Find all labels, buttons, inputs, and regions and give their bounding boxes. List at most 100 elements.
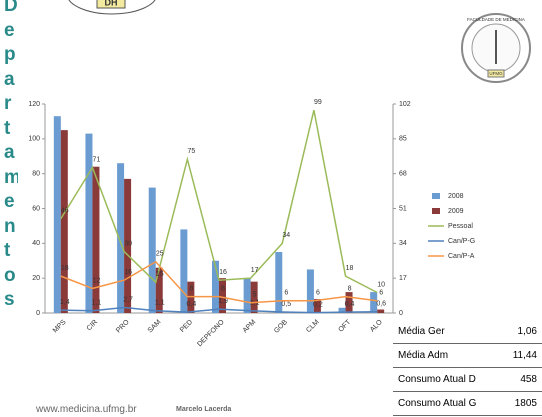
x-tick-label: CLM: [305, 319, 321, 335]
table-cell: Média Ger: [393, 320, 501, 344]
y2-tick-label: 0: [399, 310, 403, 317]
x-tick-label: APM: [242, 319, 258, 335]
data-label: 12: [93, 277, 101, 284]
line: [60, 306, 378, 314]
data-label: 8: [189, 285, 193, 292]
y2-tick-label: 68: [399, 171, 407, 178]
seal-badge: [487, 69, 505, 78]
legend-label: Can/P-A: [448, 253, 475, 260]
data-label: 0,5: [281, 301, 291, 308]
y-tick-label: 20: [32, 275, 40, 282]
y2-tick-label: 85: [399, 136, 407, 143]
data-label: 0,4: [345, 301, 355, 308]
data-label: 18: [346, 265, 354, 272]
logo-arc: [68, 0, 156, 15]
table-cell: 1805: [500, 391, 542, 416]
data-label: 0,4: [186, 301, 196, 308]
bar: [85, 133, 93, 313]
summary-table: Média Ger 1,06 Média Adm 11,44 Consumo Atual…: [393, 320, 542, 416]
data-label: 1,9: [218, 298, 228, 305]
y2-tick-label: 51: [399, 205, 407, 212]
line: [60, 260, 378, 304]
x-tick-label: CIR: [86, 319, 99, 332]
y-tick-label: 40: [32, 240, 40, 247]
line: [60, 109, 378, 294]
table-cell: 11,44: [500, 343, 542, 368]
y-tick-label: 80: [32, 171, 40, 178]
bar: [53, 116, 61, 313]
bar: [124, 178, 132, 313]
logo-top: DH: [105, 0, 118, 7]
bar: [212, 260, 219, 313]
data-label: 0,2: [313, 301, 323, 308]
data-label: 1,1: [92, 300, 102, 307]
data-label: 16: [219, 269, 227, 276]
bar: [338, 307, 346, 313]
bar: [345, 292, 353, 313]
x-tick-label: PRO: [115, 318, 131, 334]
bar: [148, 187, 156, 313]
table-cell: 458: [500, 367, 542, 392]
bar: [219, 278, 226, 313]
data-label: 34: [282, 232, 290, 239]
bar: [275, 252, 283, 313]
data-label: 1,4: [60, 299, 70, 306]
data-label: 6: [316, 290, 320, 297]
table-row: Média Adm 11,44: [393, 343, 542, 368]
plot-mask: [18, 100, 26, 315]
y2-tick-label: 102: [399, 101, 411, 108]
legend-label: Can/P-G: [448, 238, 475, 245]
data-label: 15: [156, 271, 164, 278]
bar: [155, 267, 163, 313]
legend-label: Pessoal: [448, 223, 473, 230]
x-tick-label: PED: [179, 319, 194, 334]
seal-text: FACULDADE DE MEDICINA: [467, 17, 525, 22]
data-label: 6: [284, 290, 288, 297]
data-label: 2,7: [123, 296, 133, 303]
y-tick-label: 0: [36, 310, 40, 317]
bar: [180, 229, 188, 313]
table-cell: Média Adm: [393, 343, 501, 368]
table-row: Consumo Atual G 1805: [393, 391, 542, 416]
x-tick-label: MPS: [52, 319, 68, 335]
data-label: 8: [348, 285, 352, 292]
data-label: 5: [253, 292, 257, 299]
bar: [370, 292, 378, 313]
table-row: Média Ger 1,06: [393, 320, 542, 344]
data-label: 17: [251, 267, 259, 274]
bar: [306, 269, 314, 313]
data-label: 99: [314, 99, 322, 106]
y-tick-label: 60: [32, 205, 40, 212]
x-tick-label: GOB: [273, 319, 289, 335]
data-label: 6: [379, 290, 383, 297]
bar: [250, 281, 258, 313]
legend-swatch: [432, 208, 440, 214]
data-label: 0,6: [376, 301, 386, 308]
table-row: Consumo Atual D 458: [393, 367, 542, 392]
table-cell: Consumo Atual D: [393, 367, 501, 392]
x-tick-label: ALO: [369, 318, 384, 333]
data-label: 10: [377, 281, 385, 288]
y-tick-label: 120: [28, 101, 40, 108]
data-label: 30: [124, 240, 132, 247]
seal-bottom: UFMG: [489, 71, 503, 76]
data-label: 8: [221, 285, 225, 292]
footer-author: Marcelo Lacerda: [176, 406, 232, 413]
bar: [377, 309, 385, 313]
legend-label: 2009: [448, 208, 464, 215]
bar: [60, 130, 68, 313]
x-tick-label: SAM: [147, 319, 163, 335]
bar: [92, 166, 100, 313]
data-label: 1,1: [155, 300, 165, 307]
logo-box: [96, 0, 126, 9]
data-label: 75: [187, 148, 195, 155]
bar: [313, 299, 321, 313]
data-label: 25: [156, 251, 164, 258]
y2-tick-label: 34: [399, 240, 407, 247]
footer-url: www.medicina.ufmg.br: [36, 404, 137, 415]
y2-tick-label: 17: [399, 275, 407, 282]
data-label: 18: [61, 265, 69, 272]
data-label: 46: [61, 208, 69, 215]
bar: [117, 163, 125, 313]
